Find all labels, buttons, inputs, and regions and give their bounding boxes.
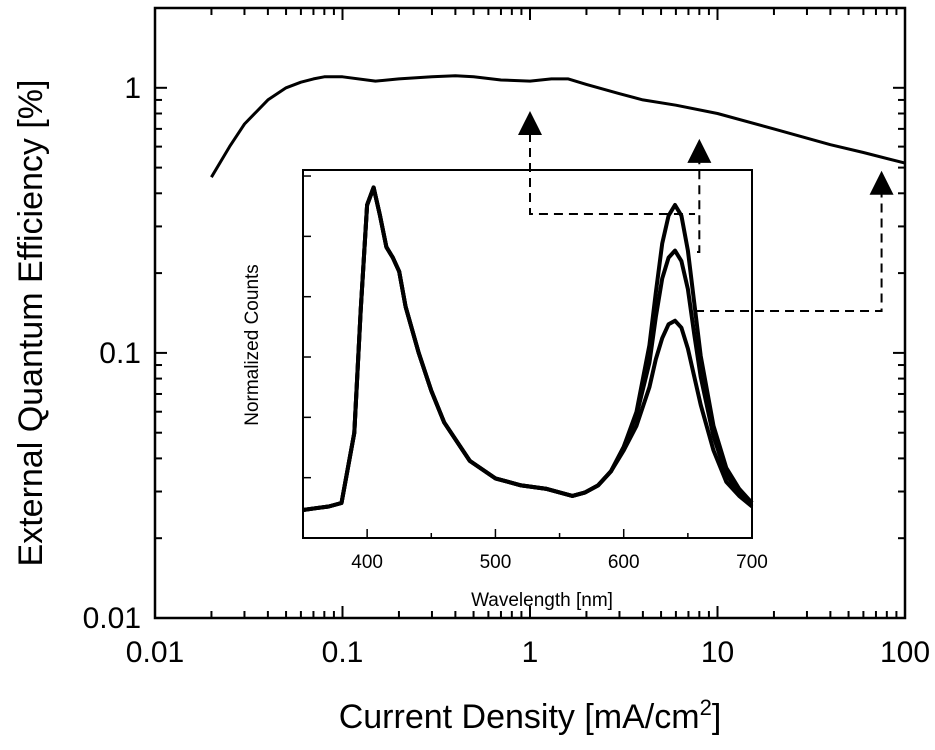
dashed-connector-1 bbox=[529, 132, 696, 215]
main-x-tick-label: 0.01 bbox=[126, 636, 184, 669]
main-x-tick-label: 10 bbox=[701, 636, 734, 669]
inset-spectra-series bbox=[302, 185, 754, 512]
dashed-connectors bbox=[518, 110, 894, 312]
main-x-axis-label: Current Density [mA/cm2] bbox=[339, 695, 722, 736]
inset-x-tick-label: 700 bbox=[736, 552, 768, 573]
inset-axis-ticks: 400 500 600 700 bbox=[302, 175, 768, 573]
arrow-marker-3 bbox=[869, 170, 894, 195]
inset-x-axis-label: Wavelength [nm] bbox=[471, 590, 613, 611]
eqe-curve bbox=[210, 74, 906, 178]
main-x-axis-label-sup: 2 bbox=[700, 695, 712, 720]
inset-y-axis-label: Normalized Counts bbox=[242, 264, 263, 426]
main-x-tick-label: 100 bbox=[880, 636, 930, 669]
inset-x-tick-label: 600 bbox=[608, 552, 640, 573]
main-y-tick-label: 1 bbox=[124, 72, 141, 105]
spectrum-line-3 bbox=[302, 185, 754, 512]
main-x-tick-label: 1 bbox=[522, 636, 539, 669]
inset-x-tick-label: 500 bbox=[480, 552, 512, 573]
dashed-connector-2 bbox=[697, 160, 701, 253]
arrow-marker-1 bbox=[518, 110, 542, 135]
main-x-axis-label-end: ] bbox=[712, 698, 721, 736]
main-y-tick-label: 0.01 bbox=[83, 602, 141, 635]
arrow-marker-2 bbox=[687, 138, 712, 163]
main-x-axis-label-text: Current Density [mA/cm bbox=[339, 698, 700, 736]
main-y-tick-label: 0.1 bbox=[99, 337, 141, 370]
main-y-axis-label: External Quantum Efficiency [%] bbox=[12, 80, 50, 567]
dashed-connector-3 bbox=[695, 192, 883, 312]
inset-plot-background bbox=[303, 170, 752, 538]
main-x-tick-label: 0.1 bbox=[322, 636, 364, 669]
inset-x-tick-label: 400 bbox=[351, 552, 383, 573]
inset-plot-frame bbox=[302, 169, 753, 539]
main-eqe-series bbox=[210, 74, 906, 178]
main-axis-ticks: 0.01 0.1 1 10 100 0.01 0.1 1 bbox=[83, 7, 930, 669]
